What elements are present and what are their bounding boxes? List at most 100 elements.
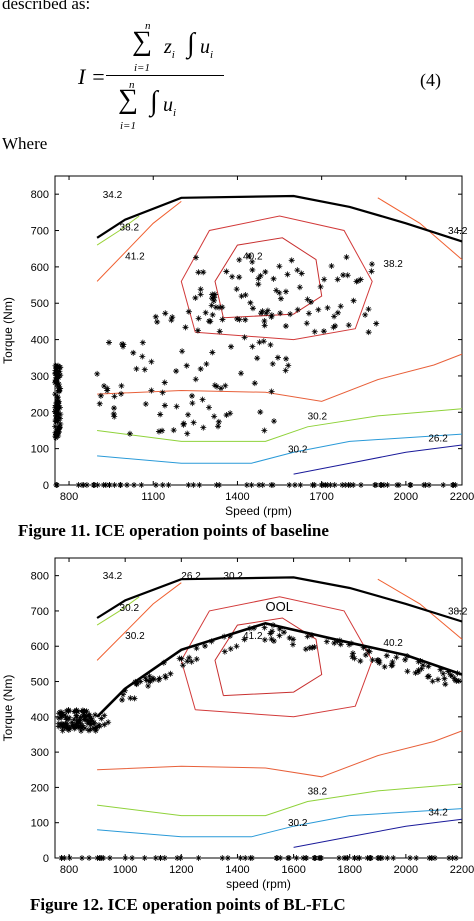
operation-point bbox=[277, 295, 284, 302]
contour-26 bbox=[293, 818, 463, 848]
operation-point bbox=[193, 645, 200, 652]
operation-point bbox=[54, 407, 61, 414]
contour-label: 30.2 bbox=[288, 444, 308, 455]
operation-point bbox=[169, 314, 176, 321]
operation-point bbox=[119, 341, 126, 348]
operation-point bbox=[156, 675, 163, 682]
operation-point bbox=[267, 341, 274, 348]
y-tick-label: 0 bbox=[43, 853, 49, 865]
operation-point bbox=[261, 427, 268, 434]
max-torque-line bbox=[96, 194, 463, 243]
y-tick-label: 100 bbox=[31, 818, 49, 830]
operation-point bbox=[122, 855, 129, 861]
operation-point bbox=[307, 299, 314, 306]
operation-point bbox=[224, 855, 231, 861]
operation-point bbox=[131, 482, 138, 488]
contour-label: 30.2 bbox=[125, 631, 145, 642]
operation-point bbox=[53, 367, 60, 374]
operation-point bbox=[83, 708, 90, 715]
operation-point bbox=[282, 288, 289, 295]
contour-label: 38.2 bbox=[308, 786, 328, 797]
operation-point bbox=[263, 310, 270, 317]
operation-point bbox=[170, 427, 177, 434]
operation-point bbox=[324, 304, 331, 311]
operation-point bbox=[211, 413, 218, 420]
operation-point bbox=[92, 711, 99, 718]
operation-point bbox=[222, 382, 229, 389]
operation-point bbox=[53, 417, 60, 424]
operation-point bbox=[384, 482, 391, 488]
operation-point bbox=[77, 714, 84, 721]
operation-point bbox=[159, 389, 166, 396]
contour-38 bbox=[97, 353, 463, 402]
operation-point bbox=[276, 632, 283, 639]
operation-point bbox=[111, 413, 118, 420]
operation-point bbox=[321, 276, 328, 283]
operation-point bbox=[54, 404, 61, 411]
operation-point bbox=[362, 651, 369, 658]
operation-point bbox=[127, 695, 134, 702]
operation-point bbox=[57, 372, 64, 379]
operation-point bbox=[183, 362, 190, 369]
operation-point bbox=[209, 295, 216, 302]
operation-point bbox=[389, 659, 396, 666]
y-tick-label: 400 bbox=[31, 712, 49, 724]
operation-point bbox=[357, 276, 364, 283]
operation-point bbox=[424, 673, 431, 680]
operation-point bbox=[323, 638, 330, 645]
operation-point bbox=[383, 652, 390, 659]
operation-point bbox=[334, 276, 341, 283]
operation-point bbox=[282, 323, 289, 330]
operation-point bbox=[268, 312, 275, 319]
operation-point bbox=[257, 272, 264, 279]
contour-label: 38.2 bbox=[383, 259, 403, 270]
operation-point bbox=[242, 292, 249, 299]
contour-38-left bbox=[96, 582, 182, 661]
operation-point bbox=[68, 719, 75, 726]
operation-point bbox=[371, 482, 378, 488]
operation-point bbox=[53, 482, 60, 488]
operation-point bbox=[190, 419, 197, 426]
operation-point bbox=[282, 367, 289, 374]
operation-point bbox=[420, 662, 427, 669]
operation-point bbox=[180, 420, 187, 427]
operation-point bbox=[236, 256, 243, 263]
operation-point bbox=[161, 379, 168, 386]
operation-point bbox=[210, 297, 217, 304]
operation-point bbox=[138, 482, 145, 488]
operation-point bbox=[185, 482, 192, 488]
x-tick-label: 1400 bbox=[225, 864, 249, 876]
where-text: Where bbox=[2, 134, 48, 153]
fig12-lines bbox=[96, 576, 463, 718]
operation-point bbox=[346, 641, 353, 648]
operation-point bbox=[216, 304, 223, 311]
eq-lower-den: i=1 bbox=[120, 120, 136, 132]
operation-point bbox=[437, 666, 444, 673]
operation-point bbox=[249, 305, 256, 312]
operation-point bbox=[264, 307, 271, 314]
operation-point bbox=[200, 269, 207, 276]
operation-point bbox=[53, 399, 60, 406]
eq-integral-den: ∫ bbox=[150, 86, 158, 117]
operation-point bbox=[276, 289, 283, 296]
operation-point bbox=[426, 482, 433, 488]
contour-label: 26.2 bbox=[181, 571, 201, 582]
operation-point bbox=[55, 715, 62, 722]
operation-point bbox=[343, 254, 350, 261]
operation-point bbox=[184, 430, 191, 437]
y-tick-label: 300 bbox=[31, 747, 49, 759]
operation-point bbox=[316, 855, 323, 861]
operation-point bbox=[131, 695, 138, 702]
operation-point bbox=[440, 482, 447, 488]
operation-point bbox=[90, 720, 97, 727]
operation-point bbox=[317, 283, 324, 290]
operation-point bbox=[55, 723, 62, 730]
operation-point bbox=[54, 383, 61, 390]
operation-point bbox=[234, 315, 241, 322]
operation-point bbox=[215, 418, 222, 425]
y-tick-label: 600 bbox=[31, 641, 49, 653]
operation-point bbox=[61, 855, 68, 861]
ool-line bbox=[96, 621, 463, 718]
operation-point bbox=[441, 675, 448, 682]
operation-point bbox=[133, 365, 140, 372]
